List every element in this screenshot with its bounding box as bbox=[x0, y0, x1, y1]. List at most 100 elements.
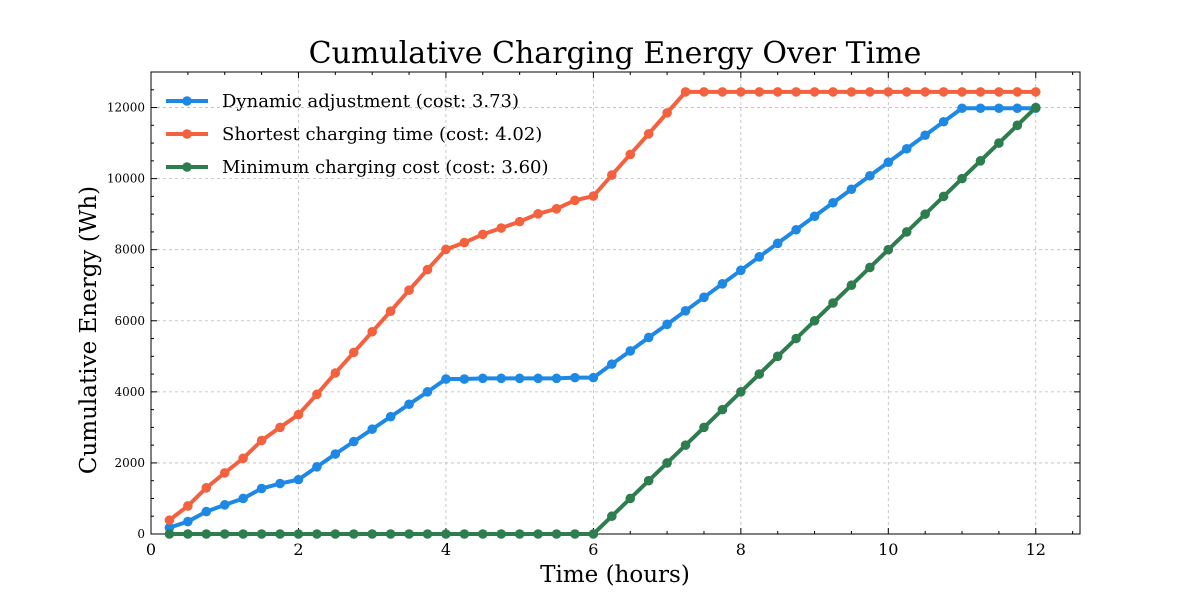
data-point bbox=[809, 87, 820, 97]
data-point bbox=[551, 204, 562, 214]
data-point bbox=[607, 359, 617, 369]
series-group bbox=[164, 102, 1041, 539]
data-point bbox=[846, 280, 857, 291]
data-point bbox=[994, 138, 1004, 148]
data-point bbox=[920, 209, 930, 219]
legend-entry: Shortest charging time (cost: 4.02) bbox=[166, 124, 542, 145]
data-point bbox=[883, 157, 894, 168]
data-point bbox=[367, 326, 377, 337]
data-point bbox=[1030, 102, 1041, 113]
data-point bbox=[699, 292, 709, 303]
x-tick-label: 6 bbox=[588, 540, 598, 559]
data-point bbox=[883, 87, 894, 97]
data-point bbox=[957, 173, 967, 184]
data-point bbox=[901, 227, 912, 237]
y-tick-label: 8000 bbox=[114, 243, 145, 257]
data-point bbox=[183, 529, 193, 539]
data-point bbox=[183, 516, 193, 527]
data-point bbox=[293, 409, 304, 420]
data-point bbox=[846, 184, 857, 195]
data-point bbox=[754, 251, 765, 262]
legend-label: Dynamic adjustment (cost: 3.73) bbox=[222, 91, 519, 112]
axis-ticks: 0 2 4 6 8 10 12 0 2000 4000 6000 8000 10000 12000 bbox=[107, 72, 1080, 559]
data-point bbox=[514, 216, 525, 227]
x-tick-label: 12 bbox=[1026, 540, 1046, 559]
data-point bbox=[256, 529, 267, 539]
data-point bbox=[256, 483, 267, 494]
data-point bbox=[772, 351, 783, 362]
data-point bbox=[219, 529, 230, 539]
data-point bbox=[533, 529, 543, 539]
data-point bbox=[920, 130, 930, 141]
data-point bbox=[901, 143, 912, 154]
data-point bbox=[385, 411, 396, 422]
data-point bbox=[846, 87, 857, 97]
series-layer bbox=[164, 87, 1041, 539]
data-point bbox=[330, 368, 341, 378]
data-point bbox=[385, 529, 396, 539]
legend-entry: Minimum charging cost (cost: 3.60) bbox=[166, 157, 549, 178]
data-point bbox=[459, 529, 470, 539]
data-point bbox=[533, 373, 543, 384]
y-tick-label: 0 bbox=[137, 527, 145, 541]
grid-lines bbox=[151, 72, 1080, 534]
data-point bbox=[754, 87, 765, 97]
data-point bbox=[865, 262, 875, 273]
data-point bbox=[275, 422, 285, 433]
legend-marker bbox=[182, 129, 192, 139]
legend: Dynamic adjustment (cost: 3.73) Shortest … bbox=[166, 91, 549, 178]
data-point bbox=[219, 468, 230, 478]
data-point bbox=[404, 285, 414, 296]
y-tick-label: 4000 bbox=[114, 385, 145, 399]
data-point bbox=[625, 346, 636, 356]
data-point bbox=[459, 374, 470, 384]
data-point bbox=[164, 515, 175, 525]
data-point bbox=[219, 500, 230, 510]
data-point bbox=[422, 387, 433, 397]
data-point bbox=[901, 87, 912, 97]
data-point bbox=[275, 478, 285, 489]
data-point bbox=[1012, 120, 1023, 131]
data-point bbox=[348, 529, 359, 539]
y-axis-label: Cumulative Energy (Wh) bbox=[76, 186, 102, 474]
data-point bbox=[625, 149, 636, 160]
data-point bbox=[975, 103, 986, 114]
legend-label: Minimum charging cost (cost: 3.60) bbox=[222, 157, 549, 178]
data-point bbox=[680, 440, 691, 450]
data-point bbox=[975, 156, 986, 166]
data-point bbox=[441, 244, 451, 255]
data-point bbox=[828, 87, 838, 97]
data-point bbox=[736, 87, 746, 97]
y-tick-label: 2000 bbox=[114, 456, 145, 470]
data-point bbox=[957, 103, 967, 114]
data-point bbox=[201, 506, 212, 517]
data-point bbox=[680, 306, 691, 316]
data-point bbox=[183, 501, 193, 511]
data-point bbox=[348, 347, 359, 358]
data-point bbox=[533, 208, 543, 219]
data-point bbox=[459, 237, 470, 248]
data-point bbox=[938, 116, 949, 127]
data-point bbox=[699, 87, 709, 97]
data-point bbox=[441, 374, 451, 384]
data-point bbox=[312, 389, 322, 400]
data-point bbox=[312, 462, 322, 472]
chart-title: Cumulative Charging Energy Over Time bbox=[309, 36, 922, 71]
data-point bbox=[164, 529, 175, 539]
data-point bbox=[293, 529, 304, 539]
data-point bbox=[404, 399, 414, 410]
data-point bbox=[422, 264, 433, 275]
data-point bbox=[828, 298, 838, 308]
data-point bbox=[477, 373, 488, 384]
data-point bbox=[643, 332, 654, 343]
data-point bbox=[625, 493, 636, 504]
data-point bbox=[477, 529, 488, 539]
data-point bbox=[514, 373, 525, 384]
data-point bbox=[994, 103, 1004, 114]
data-point bbox=[772, 238, 783, 249]
data-point bbox=[256, 435, 267, 446]
x-tick-label: 2 bbox=[293, 540, 303, 559]
data-point bbox=[791, 87, 801, 97]
data-point bbox=[330, 529, 341, 539]
